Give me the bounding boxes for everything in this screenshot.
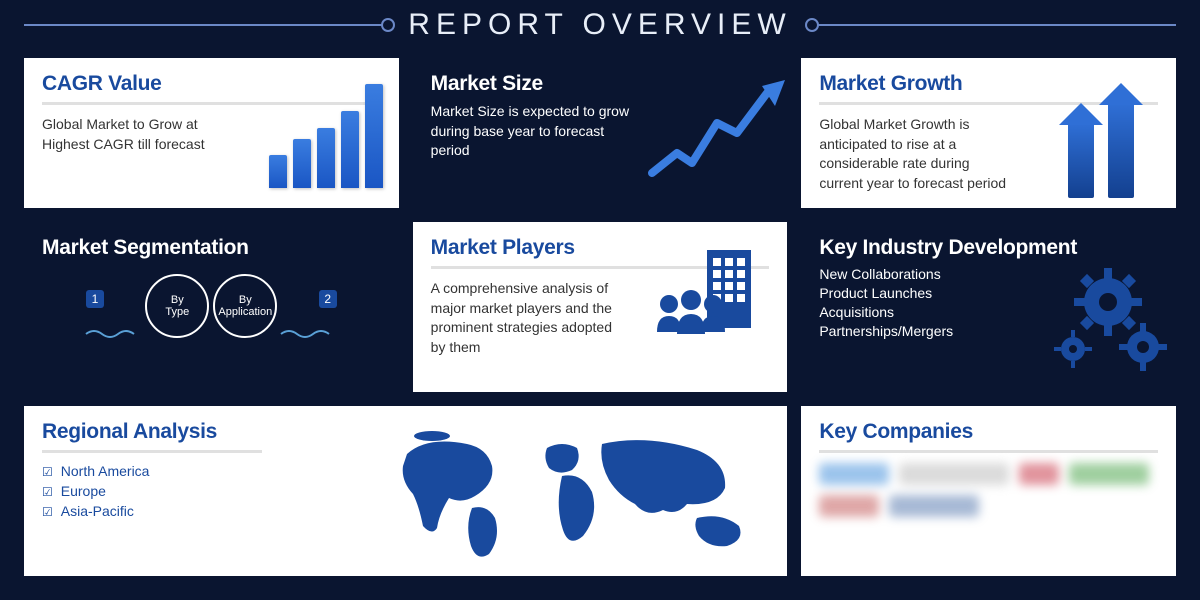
building-people-icon [647, 242, 777, 382]
segment-circle: By Application [213, 274, 277, 338]
header-line-right [812, 24, 1176, 26]
card-title: Market Segmentation [42, 236, 381, 260]
card-body: A comprehensive analysis of major market… [431, 279, 627, 357]
card-body: Market Size is expected to grow during b… [431, 102, 634, 161]
world-map-icon [377, 426, 777, 566]
underline [819, 450, 1158, 453]
company-logo [819, 495, 879, 517]
squiggle-icon [84, 328, 144, 340]
card-regional-analysis: Regional Analysis North AmericaEuropeAsi… [24, 406, 787, 576]
card-grid: CAGR Value Global Market to Grow at High… [24, 58, 1176, 576]
card-cagr: CAGR Value Global Market to Grow at High… [24, 58, 399, 208]
company-logo [889, 495, 979, 517]
header-dot-left [381, 18, 395, 32]
card-body: Global Market Growth is anticipated to r… [819, 115, 1015, 193]
segment-label: By [239, 294, 252, 306]
header-line-left [24, 24, 388, 26]
squiggle-icon [279, 328, 339, 340]
segmentation-circles-icon: By Type By Application [145, 274, 277, 338]
card-key-companies: Key Companies [801, 406, 1176, 576]
company-logo [899, 463, 1009, 485]
segment-circle: By Type [145, 274, 209, 338]
card-market-size: Market Size Market Size is expected to g… [413, 58, 788, 208]
company-logo [1069, 463, 1149, 485]
card-body: Global Market to Grow at Highest CAGR ti… [42, 115, 238, 154]
card-industry-development: Key Industry Development New Collaborati… [801, 222, 1176, 392]
bar-chart-icon [259, 78, 389, 198]
segment-number: 2 [319, 290, 337, 308]
header: REPORT OVERVIEW [24, 0, 1176, 58]
card-title: Key Industry Development [819, 236, 1158, 260]
page-title: REPORT OVERVIEW [408, 8, 791, 42]
card-market-growth: Market Growth Global Market Growth is an… [801, 58, 1176, 208]
up-arrows-icon [1036, 78, 1166, 198]
underline [42, 450, 262, 453]
card-title: Key Companies [819, 420, 1158, 444]
header-dot-right [805, 18, 819, 32]
company-logo [819, 463, 889, 485]
segment-label: By [171, 294, 184, 306]
card-segmentation: Market Segmentation 1 By Type By Applica… [24, 222, 399, 392]
segment-label: Application [218, 306, 272, 318]
segment-label: Type [165, 306, 189, 318]
company-logo [1019, 463, 1059, 485]
segment-number: 1 [86, 290, 104, 308]
card-market-players: Market Players A comprehensive analysis … [413, 222, 788, 392]
trend-line-icon [647, 78, 777, 198]
gears-icon [1038, 267, 1168, 377]
company-logos-blurred [819, 463, 1158, 517]
